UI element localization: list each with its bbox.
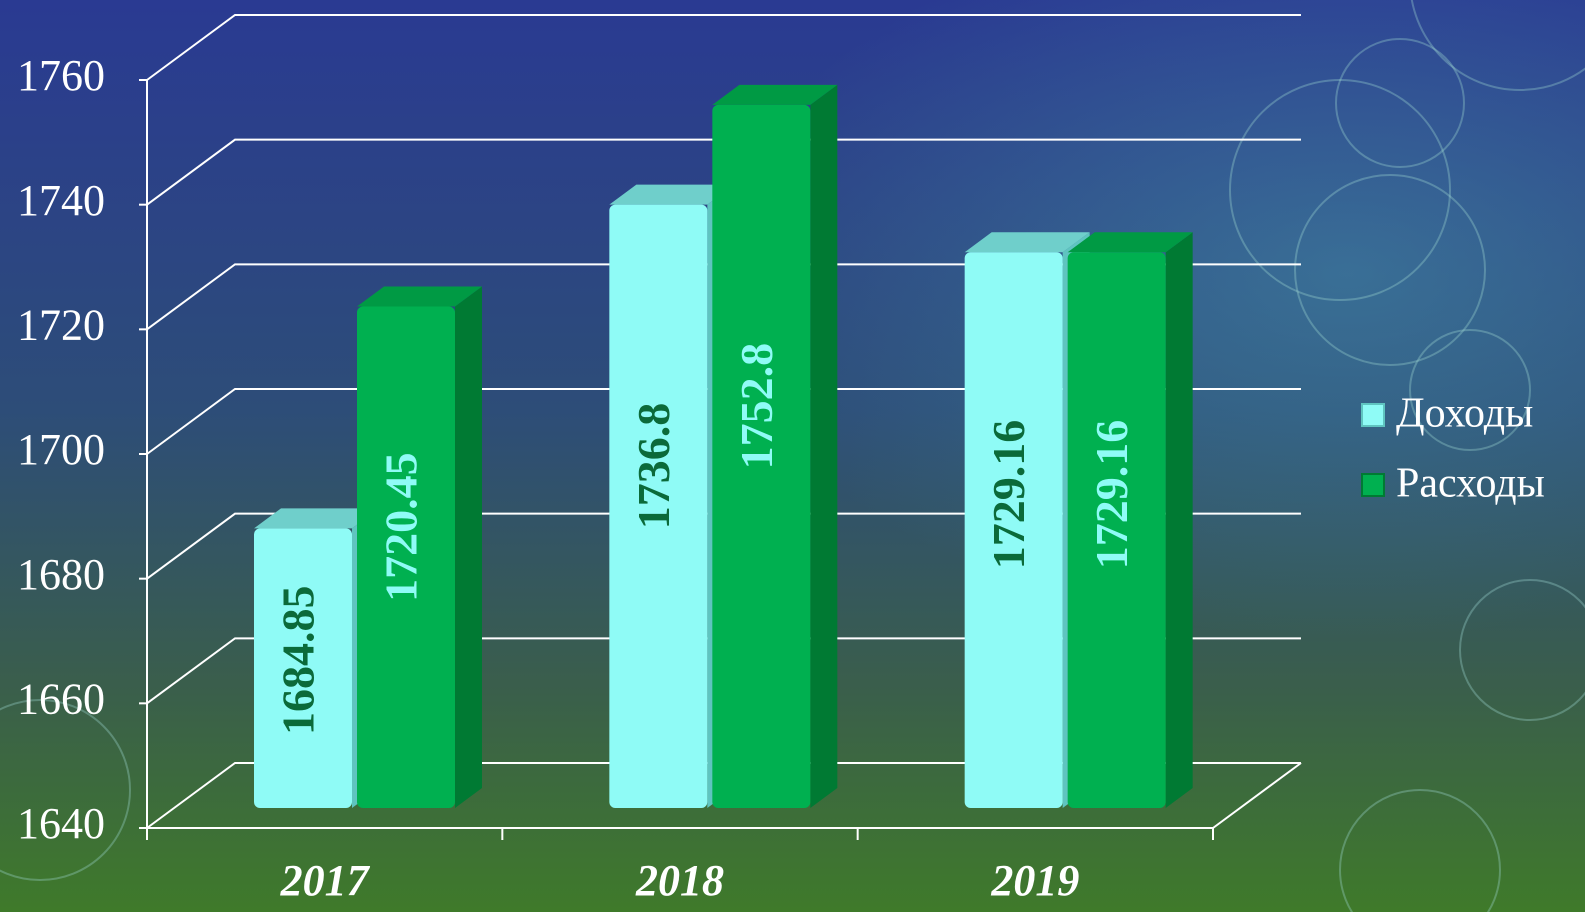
y-tick-label: 1740 [17,176,105,225]
legend-swatch [1361,473,1385,497]
y-tick-label: 1760 [17,51,105,100]
grid-line [146,637,1301,705]
legend-label: Доходы [1396,391,1533,437]
bar-side [810,84,838,808]
grid-line [146,762,1301,829]
grid-line [146,512,1301,580]
bar-top [1067,232,1193,253]
bar-top [712,84,838,105]
grid-line [146,388,1301,455]
plot: 1640 1660 1680 1700 1720 1740 1760 2017 1684.85 1… [17,14,1545,905]
bar [357,286,482,808]
bar-front [1067,252,1166,809]
grid-line [146,263,1301,331]
bar-top [609,184,735,205]
bar-front [357,306,455,808]
bar-front [254,528,352,808]
y-tick-label: 1680 [17,550,105,599]
bar-front [609,204,708,808]
grid-line [146,14,1301,81]
y-tick-label: 1640 [17,799,105,848]
bar-side [455,286,482,808]
legend-swatch [1361,403,1385,427]
bar [1067,232,1193,809]
bar-front [964,252,1063,809]
x-tick-label: 2018 [635,856,724,905]
value-label: 1729.16 [1086,420,1137,570]
value-label: 1720.45 [376,452,427,602]
floor-edge [1212,762,1302,829]
value-label: 1752.8 [731,343,782,470]
bar-top [964,232,1090,253]
bar-front [712,104,811,808]
bar [712,84,838,808]
y-tick-label: 1660 [17,674,105,723]
value-label: 1729.16 [983,420,1034,569]
x-tick-label: 2017 [280,856,371,905]
bar-top [254,508,379,529]
value-label: 1736.8 [628,403,679,530]
y-tick-label: 1720 [17,300,105,349]
bar-top [357,286,482,307]
grid-line [146,138,1301,206]
y-tick-label: 1700 [17,425,105,474]
bar-side [1165,232,1193,809]
legend-label: Расходы [1396,461,1545,507]
x-tick-label: 2019 [990,856,1079,905]
value-label: 1684.85 [273,586,324,736]
